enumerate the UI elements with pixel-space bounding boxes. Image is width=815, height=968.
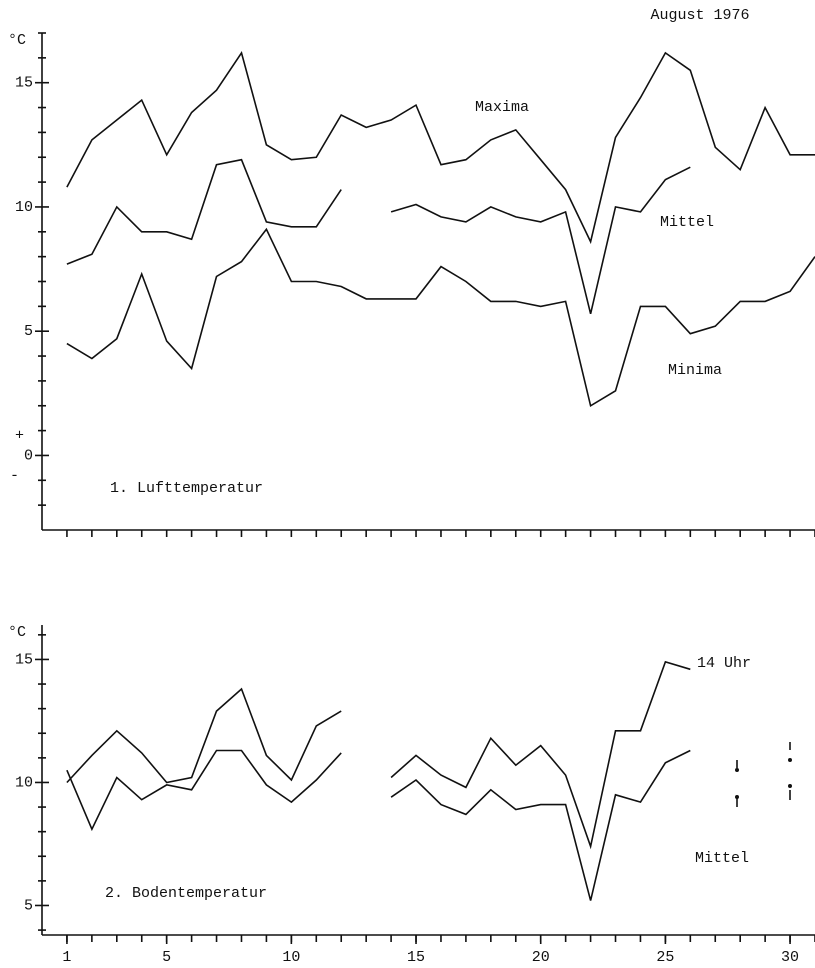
x-tick-label: 15	[407, 949, 425, 966]
x-tick-label: 25	[656, 949, 674, 966]
chart-title: August 1976	[650, 7, 749, 24]
series-line	[66, 227, 815, 408]
x-tick-label: 1	[62, 949, 71, 966]
x-tick-label: 10	[282, 949, 300, 966]
series-label: Minima	[668, 362, 722, 379]
annotation: 1. Lufttemperatur	[110, 480, 263, 497]
series-label: Mittel	[695, 850, 749, 867]
x-tick-label: 30	[781, 949, 799, 966]
y-axis-label: °C	[8, 32, 26, 49]
y-tick-label: 10	[15, 199, 33, 216]
y-tick-label: 10	[15, 774, 33, 791]
series-label: Mittel	[660, 214, 714, 231]
x-tick-label: 20	[532, 949, 550, 966]
series-label: Maxima	[475, 99, 529, 116]
x-tick-label: 5	[162, 949, 171, 966]
y-tick-label: 15	[15, 651, 33, 668]
series-line	[66, 660, 691, 850]
y-tick-label: 0	[24, 447, 33, 464]
series-line	[66, 749, 691, 901]
y-tick-label: 5	[24, 897, 33, 914]
series-line	[66, 50, 815, 245]
sign-label: -	[10, 467, 19, 484]
range-arrows	[735, 742, 792, 807]
y-axis-label: °C	[8, 624, 26, 641]
series-line	[66, 158, 691, 314]
series-label: 14 Uhr	[697, 655, 751, 672]
annotation: 2. Bodentemperatur	[105, 885, 267, 902]
y-tick-label: 5	[24, 323, 33, 340]
sign-label: +	[15, 427, 24, 444]
y-tick-label: 15	[15, 75, 33, 92]
